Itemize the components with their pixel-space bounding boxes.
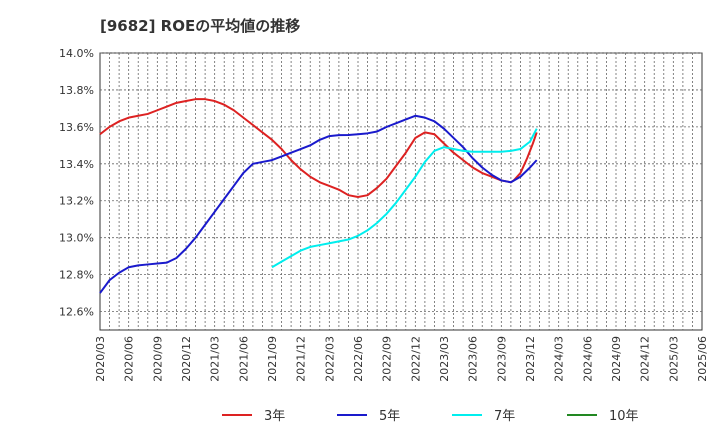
x-tick-label: 2021/09 [266,336,279,382]
series-line-7年 [271,128,538,269]
x-tick-label: 2024/12 [639,336,652,382]
legend: 3年 5年 7年 10年 [222,409,639,424]
y-tick-label: 13.0% [59,232,94,245]
x-tick-label: 2023/12 [524,336,537,382]
legend-label: 5年 [379,409,400,424]
x-tick-label: 2022/09 [381,336,394,382]
y-axis-tick-labels: 12.6% 12.8% 13.0% 13.2% 13.4% 13.6% 13.8% 14.0% [59,47,94,319]
x-tick-label: 2024/06 [581,336,594,382]
y-tick-label: 13.2% [59,195,94,208]
series-line-3年 [99,98,538,199]
y-tick-label: 14.0% [59,47,94,60]
x-tick-label: 2022/06 [352,336,365,382]
legend-label: 3年 [264,409,285,424]
plot-area [99,52,703,331]
x-tick-label: 2024/03 [553,336,566,382]
x-tick-label: 2025/06 [696,336,709,382]
x-tick-label: 2024/09 [610,336,623,382]
x-tick-label: 2022/12 [409,336,422,382]
x-tick-label: 2023/09 [495,336,508,382]
legend-label: 10年 [609,409,639,424]
x-tick-label: 2020/12 [180,336,193,382]
y-gridlines [100,52,702,312]
x-tick-label: 2020/03 [94,336,107,382]
y-tick-label: 12.6% [59,306,94,319]
y-tick-label: 13.4% [59,158,94,171]
x-tick-label: 2020/06 [123,336,136,382]
series-lines [99,98,538,294]
x-tick-label: 2023/06 [467,336,480,382]
x-tick-label: 2021/03 [209,336,222,382]
x-axis-tick-labels: 2020/03 2020/06 2020/09 2020/12 2021/03 2021/… [94,336,709,382]
x-tick-label: 2022/03 [323,336,336,382]
y-tick-label: 13.8% [59,84,94,97]
chart-title: [9682] ROEの平均値の推移 [100,17,300,35]
y-tick-label: 12.8% [59,269,94,282]
x-tick-label: 2021/12 [295,336,308,382]
x-tick-label: 2021/06 [237,336,250,382]
x-tick-label: 2023/03 [438,336,451,382]
legend-label: 7年 [494,409,515,424]
x-tick-label: 2025/03 [667,336,680,382]
x-tick-label: 2020/09 [151,336,164,382]
y-tick-label: 13.6% [59,121,94,134]
